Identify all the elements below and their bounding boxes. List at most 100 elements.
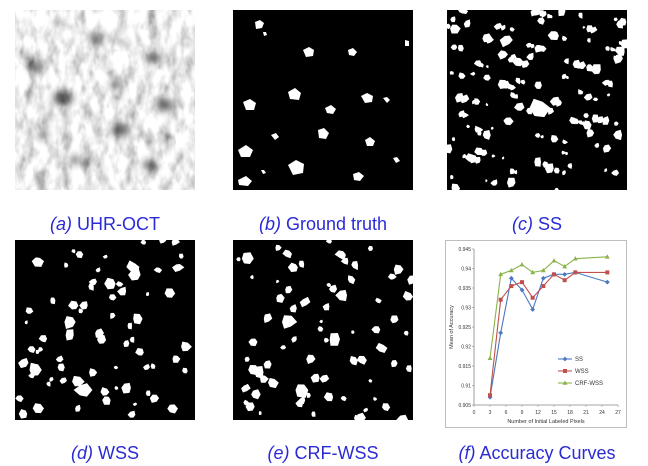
segment-blob bbox=[563, 58, 569, 65]
segment-blob bbox=[485, 179, 488, 183]
data-point bbox=[552, 272, 556, 277]
segment-blob bbox=[143, 363, 150, 370]
segment-blob bbox=[328, 284, 338, 293]
segment-blob bbox=[275, 244, 282, 251]
segment-blob bbox=[241, 252, 254, 264]
data-point bbox=[530, 295, 535, 300]
segment-blob bbox=[501, 53, 504, 55]
segment-blob bbox=[547, 31, 558, 40]
segment-blob bbox=[295, 384, 309, 398]
x-tick-label: 27 bbox=[615, 410, 621, 416]
legend-label: CRF-WSS bbox=[575, 381, 603, 387]
segment-blob bbox=[319, 319, 323, 324]
segment-blob bbox=[594, 142, 600, 148]
segment-blob bbox=[447, 144, 453, 154]
y-axis-label: Mean of Accuracy bbox=[449, 305, 455, 349]
x-tick-label: 3 bbox=[489, 410, 492, 416]
caption-b: (b) Ground truth bbox=[215, 213, 431, 235]
segment-blob bbox=[589, 26, 598, 34]
segment-blob bbox=[558, 10, 566, 17]
segment-blob bbox=[115, 281, 124, 287]
segment-blob bbox=[503, 119, 506, 122]
segment-blob bbox=[550, 135, 559, 143]
segment-blob bbox=[592, 97, 599, 102]
segment-blob bbox=[280, 345, 287, 350]
data-point bbox=[530, 307, 536, 312]
segment-blob bbox=[449, 71, 453, 75]
segment-blob bbox=[243, 399, 249, 406]
segment-blob bbox=[145, 390, 151, 396]
segment-blob bbox=[363, 407, 369, 413]
segment-blob bbox=[95, 267, 101, 273]
segment-blob bbox=[611, 169, 620, 176]
data-point bbox=[498, 271, 504, 277]
segment-blob bbox=[335, 289, 347, 302]
segment-blob bbox=[310, 373, 320, 383]
segment-blob bbox=[602, 116, 610, 125]
segment-blob bbox=[514, 102, 525, 111]
segment-blob bbox=[402, 291, 413, 301]
segment-blob bbox=[562, 139, 568, 144]
segment-blob bbox=[578, 89, 584, 95]
data-point bbox=[488, 393, 492, 398]
segment-blob bbox=[298, 396, 306, 406]
segment-blob bbox=[613, 17, 618, 22]
ss-blobs bbox=[447, 10, 627, 190]
segment-blob bbox=[616, 20, 623, 29]
y-tick-label: 0.935 bbox=[458, 286, 471, 292]
crf-wss-segmentation bbox=[233, 240, 413, 420]
segment-blob bbox=[490, 179, 498, 186]
segment-blob bbox=[534, 133, 541, 138]
segment-blob bbox=[601, 79, 612, 86]
segment-blob bbox=[25, 307, 34, 314]
caption-a-label: UHR-OCT bbox=[77, 214, 160, 234]
segment-blob bbox=[88, 278, 97, 286]
segment-blob bbox=[140, 240, 147, 245]
segment-blob bbox=[289, 304, 297, 313]
segment-blob bbox=[35, 349, 40, 354]
segment-blob bbox=[64, 316, 76, 329]
segment-blob bbox=[117, 286, 127, 296]
caption-f: (f) Accuracy Curves bbox=[429, 442, 645, 464]
segment-blob bbox=[591, 114, 599, 123]
segment-blob bbox=[534, 157, 541, 167]
segment-blob bbox=[534, 81, 542, 89]
segment-blob bbox=[458, 10, 465, 14]
segment-blob bbox=[540, 134, 544, 139]
segment-blob bbox=[98, 332, 103, 337]
segment-blob bbox=[458, 72, 466, 79]
segment-blob bbox=[493, 23, 503, 30]
segment-blob bbox=[491, 154, 496, 158]
segment-blob bbox=[325, 240, 332, 244]
segment-blob bbox=[578, 120, 583, 125]
y-tick-label: 0.915 bbox=[458, 364, 471, 370]
segment-blob bbox=[604, 168, 608, 173]
segment-blob bbox=[306, 354, 316, 364]
segment-blob bbox=[287, 262, 298, 273]
segment-blob bbox=[605, 46, 610, 51]
ground-truth-mask bbox=[233, 10, 413, 190]
segment-blob bbox=[371, 326, 381, 334]
y-tick-label: 0.925 bbox=[458, 325, 471, 331]
segment-blob bbox=[128, 268, 141, 281]
segment-blob bbox=[248, 338, 258, 347]
segment-blob bbox=[490, 126, 494, 130]
segment-blob bbox=[102, 254, 108, 259]
segment-blob bbox=[181, 341, 192, 352]
x-axis-label: Number of Initial Labeled Pixels bbox=[507, 419, 585, 425]
segment-blob bbox=[18, 409, 28, 419]
segment-blob bbox=[513, 170, 518, 175]
segment-blob bbox=[38, 335, 48, 343]
segment-blob bbox=[367, 245, 373, 251]
segment-blob bbox=[455, 93, 464, 103]
segment-blob bbox=[613, 55, 618, 60]
y-tick-label: 0.93 bbox=[461, 305, 471, 311]
segment-blob bbox=[171, 240, 180, 246]
segment-blob bbox=[615, 46, 625, 56]
segment-blob bbox=[554, 187, 559, 190]
segment-blob bbox=[251, 389, 261, 400]
caption-d: (d) WSS bbox=[0, 442, 213, 464]
segment-blob bbox=[263, 360, 272, 369]
segment-blob bbox=[561, 150, 566, 155]
caption-a-letter: (a) bbox=[49, 214, 72, 234]
